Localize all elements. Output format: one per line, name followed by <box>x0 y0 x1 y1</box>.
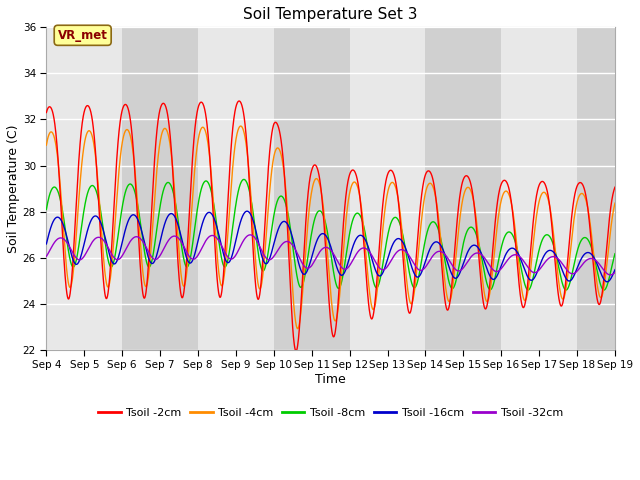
Text: VR_met: VR_met <box>58 29 108 42</box>
Bar <box>122 27 198 350</box>
Bar <box>46 27 122 350</box>
Bar <box>501 27 577 350</box>
Bar <box>577 27 615 350</box>
X-axis label: Time: Time <box>316 373 346 386</box>
Bar <box>349 27 426 350</box>
Y-axis label: Soil Temperature (C): Soil Temperature (C) <box>7 124 20 253</box>
Bar <box>274 27 349 350</box>
Legend: Tsoil -2cm, Tsoil -4cm, Tsoil -8cm, Tsoil -16cm, Tsoil -32cm: Tsoil -2cm, Tsoil -4cm, Tsoil -8cm, Tsoi… <box>94 404 568 423</box>
Bar <box>426 27 501 350</box>
Bar <box>198 27 274 350</box>
Title: Soil Temperature Set 3: Soil Temperature Set 3 <box>243 7 418 22</box>
